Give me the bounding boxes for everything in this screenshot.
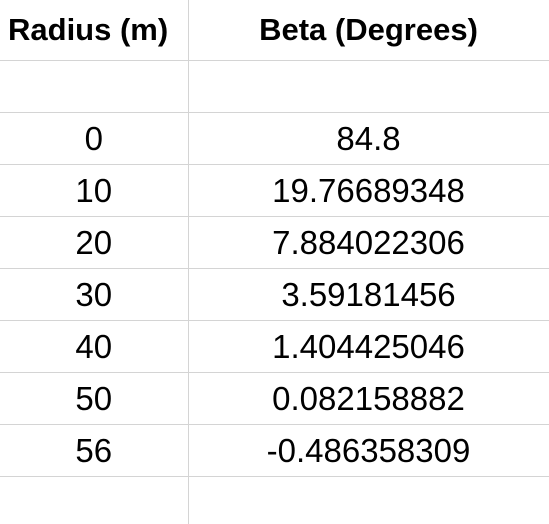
cell-beta[interactable]: 84.8 xyxy=(188,112,549,165)
table-row: 30 3.59181456 xyxy=(0,268,549,321)
cell-radius[interactable]: 20 xyxy=(0,216,189,269)
table-row: 50 0.082158882 xyxy=(0,372,549,425)
cell-radius[interactable]: 50 xyxy=(0,372,189,425)
table-row: 56 -0.486358309 xyxy=(0,424,549,477)
cell-radius[interactable]: 10 xyxy=(0,164,189,217)
cell-beta[interactable]: -0.486358309 xyxy=(188,424,549,477)
cell-beta[interactable]: 19.76689348 xyxy=(188,164,549,217)
table-row: 10 19.76689348 xyxy=(0,164,549,217)
table-row: 40 1.404425046 xyxy=(0,320,549,373)
table-row xyxy=(0,476,549,524)
cell-radius[interactable]: 30 xyxy=(0,268,189,321)
cell-beta[interactable] xyxy=(188,476,549,524)
cell-beta[interactable]: 3.59181456 xyxy=(188,268,549,321)
header-row: Radius (m) Beta (Degrees) xyxy=(0,0,549,61)
table-row: 0 84.8 xyxy=(0,112,549,165)
cell-radius[interactable]: 40 xyxy=(0,320,189,373)
cell-beta[interactable] xyxy=(188,60,549,113)
table-row xyxy=(0,60,549,113)
cell-radius[interactable]: 0 xyxy=(0,112,189,165)
table-row: 20 7.884022306 xyxy=(0,216,549,269)
cell-radius[interactable] xyxy=(0,476,189,524)
header-cell-radius[interactable]: Radius (m) xyxy=(0,0,189,61)
cell-beta[interactable]: 1.404425046 xyxy=(188,320,549,373)
cell-radius[interactable]: 56 xyxy=(0,424,189,477)
cell-beta[interactable]: 7.884022306 xyxy=(188,216,549,269)
cell-radius[interactable] xyxy=(0,60,189,113)
cell-beta[interactable]: 0.082158882 xyxy=(188,372,549,425)
header-cell-beta[interactable]: Beta (Degrees) xyxy=(188,0,549,61)
